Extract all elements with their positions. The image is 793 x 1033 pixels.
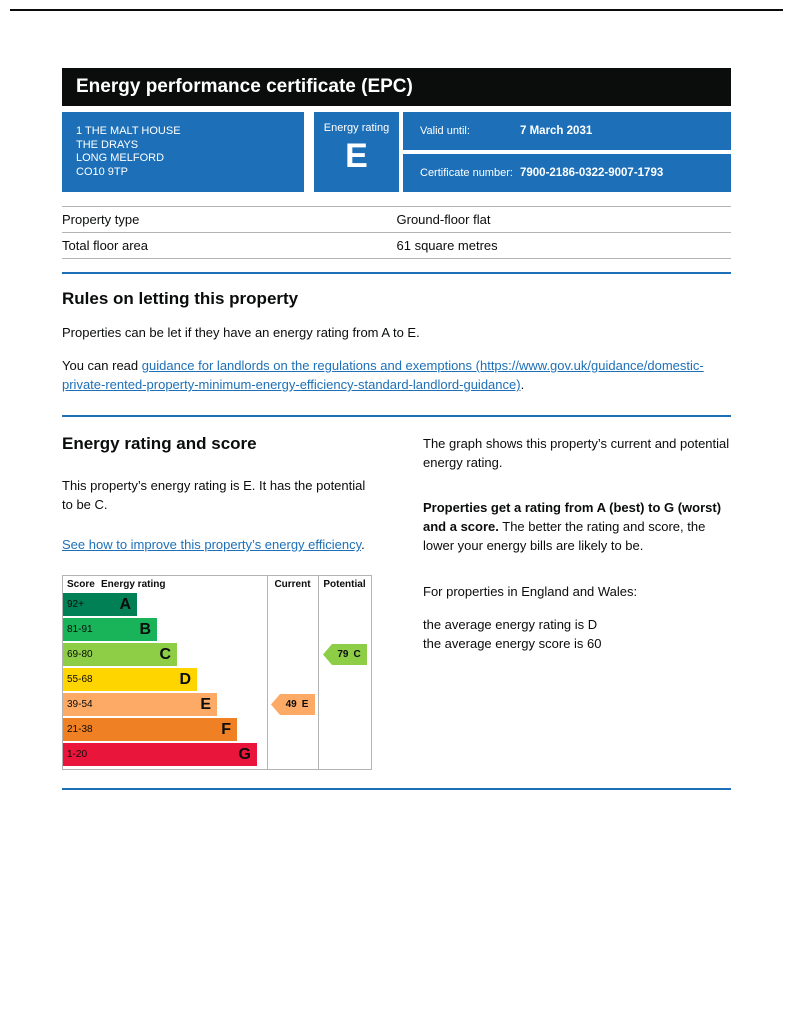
band-score-range: 92+ [67, 599, 84, 610]
chart-header-potential: Potential [323, 578, 366, 590]
epc-band-d: 55-68 D [63, 667, 371, 692]
guidance-text-suffix: . [520, 377, 525, 392]
rating-explanation-rest: The better the rating and score, the low… [423, 519, 706, 553]
rating-section-heading: Energy rating and score [62, 434, 257, 453]
energy-rating-label: Energy rating [323, 122, 390, 134]
epc-band-rows: 92+ A 81-91 B 69-80 C 55-68 D 39-54 E 21-38 F 1-20 G [63, 592, 371, 769]
energy-rating-box: Energy rating E [314, 112, 399, 192]
certificate-number-label: Certificate number: [420, 167, 513, 179]
average-rating-line: the average energy rating is D [423, 617, 598, 632]
band-score-range: 1-20 [67, 749, 88, 760]
chart-header-rating: Energy rating [101, 578, 166, 590]
average-score-line: the average energy score is 60 [423, 636, 602, 651]
current-rating-arrow: 49 E [271, 694, 315, 715]
band-letter: E [200, 695, 211, 713]
property-address: 1 THE MALT HOUSE THE DRAYS LONG MELFORD … [62, 112, 304, 192]
band-letter: G [238, 745, 251, 763]
section-divider [62, 415, 731, 417]
england-wales-intro: For properties in England and Wales: [423, 584, 638, 599]
rules-paragraph: Properties can be let if they have an en… [62, 325, 420, 340]
epc-chart: Score Energy rating Current Potential 92… [62, 575, 372, 770]
detail-label: Property type [62, 212, 140, 227]
current-score: 49 [285, 699, 297, 710]
rating-explanation: Properties get a rating from A (best) to… [423, 498, 731, 555]
detail-value: Ground-floor flat [396, 212, 491, 227]
band-score-range: 81-91 [67, 624, 93, 635]
rating-right-column: The graph shows this property’s current … [423, 434, 731, 770]
epc-band-bar: 55-68 D [63, 668, 197, 691]
band-letter: A [119, 595, 131, 613]
property-details-table: Property type Ground-floor flat Total fl… [62, 206, 731, 259]
epc-band-f: 21-38 F [63, 717, 371, 742]
epc-band-bar: 1-20 G [63, 743, 257, 766]
energy-rating-section: Energy rating and score This property’s … [62, 434, 731, 770]
graph-description: The graph shows this property’s current … [423, 436, 730, 470]
chart-header-score: Score [67, 578, 95, 590]
energy-rating-value: E [345, 137, 368, 175]
improve-efficiency-link[interactable]: See how to improve this property’s energ… [62, 537, 362, 552]
band-letter: D [179, 670, 191, 688]
epc-band-e: 39-54 E [63, 692, 371, 717]
certificate-number-value: 7900-2186-0322-9007-1793 [520, 167, 664, 179]
address-line: CO10 9TP [76, 165, 128, 178]
band-letter: C [159, 645, 171, 663]
band-score-range: 69-80 [67, 649, 93, 660]
chart-header-row: Score Energy rating Current Potential [63, 576, 371, 592]
valid-until-value: 7 March 2031 [520, 125, 593, 137]
current-letter: E [301, 699, 309, 710]
valid-until-box: Valid until: 7 March 2031 [403, 112, 731, 150]
address-line: THE DRAYS [76, 138, 139, 151]
document-header: Energy performance certificate (EPC) [62, 68, 731, 106]
validity-panel: Valid until: 7 March 2031 Certificate nu… [403, 112, 731, 192]
band-letter: B [139, 620, 151, 638]
epc-document: Energy performance certificate (EPC) 1 T… [62, 68, 731, 790]
band-score-range: 21-38 [67, 724, 93, 735]
epc-band-bar: 81-91 B [63, 618, 157, 641]
epc-band-bar: 21-38 F [63, 718, 237, 741]
rating-explanation-bold: Properties get a rating from A (best) to… [423, 500, 722, 534]
rating-intro-text: This property’s energy rating is E. It h… [62, 478, 366, 512]
table-row: Property type Ground-floor flat [62, 207, 731, 233]
epc-band-b: 81-91 B [63, 617, 371, 642]
epc-band-c: 69-80 C [63, 642, 371, 667]
band-letter: F [221, 720, 231, 738]
page-top-rule [10, 9, 783, 11]
epc-band-a: 92+ A [63, 592, 371, 617]
band-score-range: 55-68 [67, 674, 93, 685]
detail-label: Total floor area [62, 238, 148, 253]
improve-link-suffix: . [361, 537, 365, 552]
rules-section-heading: Rules on letting this property [62, 289, 299, 308]
landlord-guidance-link[interactable]: guidance for landlords on the regulation… [62, 358, 704, 392]
certificate-number-box: Certificate number: 7900-2186-0322-9007-… [403, 154, 731, 192]
table-row: Total floor area 61 square metres [62, 233, 731, 259]
rating-left-column: Energy rating and score This property’s … [62, 434, 372, 770]
chart-column-divider [318, 576, 319, 769]
epc-band-bar: 92+ A [63, 593, 137, 616]
improve-paragraph: See how to improve this property’s energ… [62, 535, 372, 554]
valid-until-label: Valid until: [420, 125, 470, 137]
potential-score: 79 [337, 649, 349, 660]
chart-header-current: Current [274, 578, 311, 590]
chart-column-divider [267, 576, 268, 769]
address-line: 1 THE MALT HOUSE [76, 125, 181, 137]
page-title: Energy performance certificate (EPC) [76, 76, 413, 97]
epc-band-g: 1-20 G [63, 742, 371, 767]
guidance-paragraph: You can read guidance for landlords on t… [62, 356, 731, 394]
potential-rating-arrow: 79 C [323, 644, 367, 665]
summary-panel: 1 THE MALT HOUSE THE DRAYS LONG MELFORD … [62, 112, 731, 192]
rules-section: Rules on letting this property Propertie… [62, 289, 731, 394]
band-score-range: 39-54 [67, 699, 93, 710]
section-divider [62, 272, 731, 274]
section-divider [62, 788, 731, 790]
guidance-text-prefix: You can read [62, 358, 142, 373]
address-line: LONG MELFORD [76, 152, 165, 164]
epc-band-bar: 69-80 C [63, 643, 177, 666]
potential-letter: C [353, 649, 361, 660]
epc-band-bar: 39-54 E [63, 693, 217, 716]
detail-value: 61 square metres [396, 238, 498, 253]
